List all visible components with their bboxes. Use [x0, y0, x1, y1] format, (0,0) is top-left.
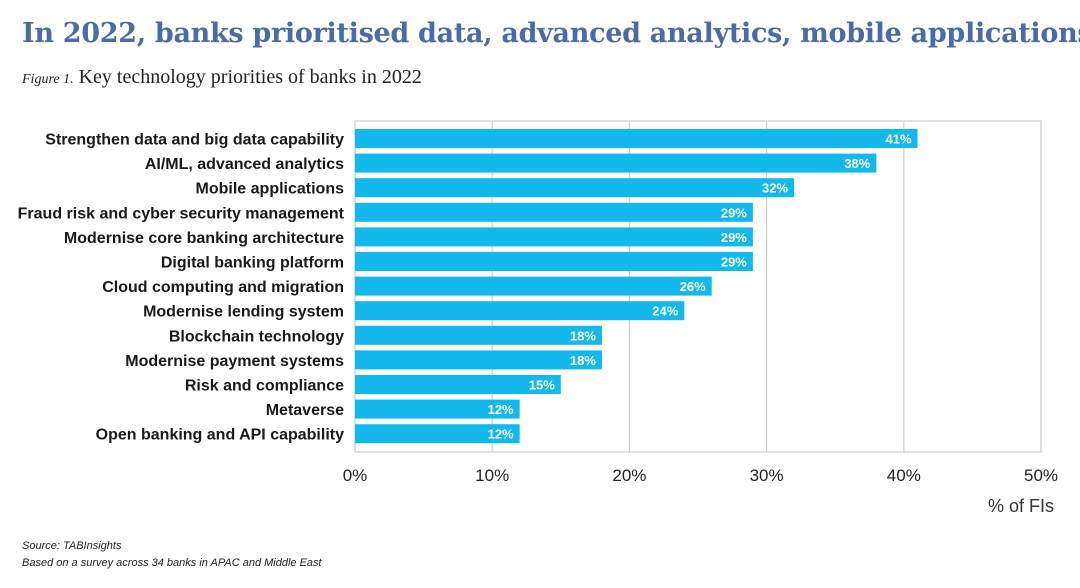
bar	[355, 202, 753, 222]
bar-value-label: 12%	[488, 402, 514, 417]
bar-value-label: 29%	[721, 205, 747, 220]
bar	[355, 252, 753, 271]
bar-value-label: 41%	[885, 132, 911, 147]
category-label: Digital banking platform	[161, 255, 344, 272]
x-tick-label: 0%	[343, 466, 368, 485]
survey-note: Based on a survey across 34 banks in APA…	[22, 557, 322, 569]
category-label: Blockchain technology	[169, 328, 344, 345]
category-label: Modernise lending system	[143, 304, 344, 321]
x-tick-label: 20%	[612, 466, 646, 485]
x-tick-label: 50%	[1024, 466, 1058, 485]
category-label: Modernise payment systems	[125, 353, 344, 370]
bar	[355, 399, 520, 419]
bar	[355, 129, 918, 148]
figure-label: Figure 1.	[22, 72, 74, 87]
bar-value-label: 26%	[680, 279, 706, 294]
bar	[355, 227, 753, 247]
bar-value-label: 38%	[844, 156, 870, 171]
bar	[355, 153, 877, 173]
x-tick-label: 40%	[887, 466, 921, 485]
bar-value-label: 15%	[529, 378, 555, 393]
subtitle-text: Key technology priorities of banks in 20…	[78, 66, 422, 88]
bar	[355, 325, 602, 345]
bar	[355, 424, 520, 444]
category-label: Metaverse	[266, 402, 344, 419]
source-note: Source: TABInsights Based on a survey ac…	[22, 538, 322, 572]
bar-value-label: 12%	[488, 427, 514, 442]
chart-title: In 2022, banks prioritised data, advance…	[22, 18, 1080, 49]
bar-value-label: 24%	[652, 304, 678, 319]
bar-value-label: 29%	[721, 255, 747, 270]
category-label: Mobile applications	[196, 181, 345, 198]
x-axis-units-label: % of FIs	[988, 496, 1055, 516]
bar-value-label: 29%	[721, 230, 747, 245]
category-label: Modernise core banking architecture	[64, 230, 344, 247]
x-tick-label: 30%	[750, 466, 784, 485]
category-label: Risk and compliance	[185, 378, 344, 395]
source-text: Source: TABInsights	[22, 540, 122, 552]
x-tick-label: 10%	[475, 466, 509, 485]
bar-value-label: 32%	[762, 181, 788, 196]
bar	[355, 350, 602, 370]
bar-value-label: 18%	[570, 328, 596, 343]
bar	[355, 375, 561, 394]
category-label: AI/ML, advanced analytics	[145, 156, 344, 173]
bar-value-label: 18%	[570, 353, 596, 368]
category-label: Strengthen data and big data capability	[45, 132, 344, 149]
category-label: Fraud risk and cyber security management	[18, 205, 345, 222]
bar	[355, 276, 712, 296]
bar	[355, 301, 685, 321]
category-label: Open banking and API capability	[96, 427, 344, 444]
bar	[355, 178, 795, 198]
chart-subtitle: Figure 1. Key technology priorities of ba…	[22, 66, 422, 89]
category-label: Cloud computing and migration	[102, 279, 344, 296]
